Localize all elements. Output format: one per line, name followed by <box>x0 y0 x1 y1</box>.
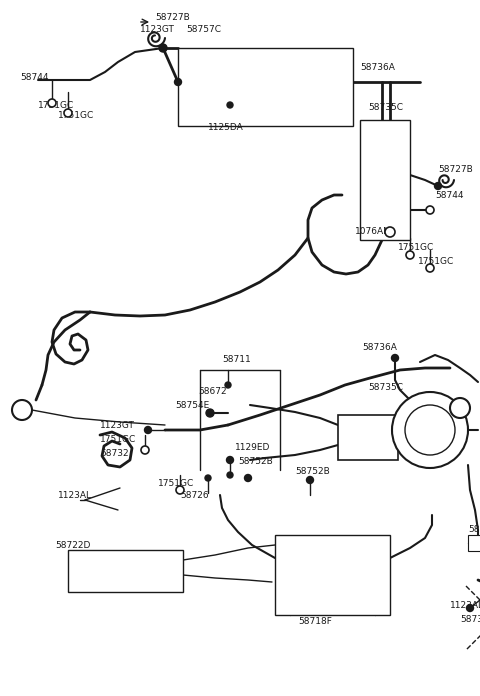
Text: 1751GC: 1751GC <box>38 102 74 111</box>
Text: 58757C: 58757C <box>186 26 221 35</box>
Text: 1751GC: 1751GC <box>398 244 434 253</box>
Circle shape <box>426 264 434 272</box>
Text: 1129ED: 1129ED <box>235 443 270 452</box>
Text: 1751GC: 1751GC <box>58 111 94 120</box>
Text: 1123GT: 1123GT <box>140 26 175 35</box>
Text: 58718F: 58718F <box>298 617 332 626</box>
Text: 58736A: 58736A <box>360 63 395 72</box>
Circle shape <box>392 354 398 361</box>
Text: 58736A: 58736A <box>362 344 397 352</box>
Text: 58727B: 58727B <box>438 166 473 175</box>
Circle shape <box>48 99 56 107</box>
Text: A: A <box>18 405 26 415</box>
Bar <box>468 535 480 551</box>
Text: 1123AL: 1123AL <box>58 491 92 500</box>
Text: 58735C: 58735C <box>368 104 403 113</box>
Text: A: A <box>456 403 464 413</box>
Text: 58754E: 58754E <box>175 402 209 411</box>
Text: 58732: 58732 <box>100 448 129 457</box>
Text: 58727B: 58727B <box>155 13 190 22</box>
Text: 1123AL: 1123AL <box>450 601 480 610</box>
Circle shape <box>205 475 211 481</box>
Circle shape <box>385 227 395 237</box>
Text: 58672: 58672 <box>468 525 480 535</box>
Circle shape <box>64 109 72 117</box>
Text: 58726: 58726 <box>180 491 209 500</box>
Text: 58735C: 58735C <box>368 383 403 393</box>
Circle shape <box>206 409 214 417</box>
Text: 1076AM: 1076AM <box>355 228 392 237</box>
Circle shape <box>392 392 468 468</box>
Text: 1751GC: 1751GC <box>158 480 194 489</box>
Circle shape <box>12 400 32 420</box>
Circle shape <box>175 79 181 86</box>
Circle shape <box>406 251 414 259</box>
Text: 1123GT: 1123GT <box>100 422 135 431</box>
Circle shape <box>405 405 455 455</box>
Bar <box>275 535 390 615</box>
Text: 58672: 58672 <box>198 388 227 397</box>
Circle shape <box>225 382 231 388</box>
Text: 1125DA: 1125DA <box>208 123 244 132</box>
Circle shape <box>227 472 233 478</box>
Circle shape <box>141 446 149 454</box>
Text: 58752B: 58752B <box>238 457 273 466</box>
Circle shape <box>426 206 434 214</box>
Text: 1751GC: 1751GC <box>100 436 136 445</box>
Bar <box>68 550 183 592</box>
Circle shape <box>434 182 442 189</box>
Text: 58731A: 58731A <box>460 615 480 624</box>
Text: 58752B: 58752B <box>295 468 330 477</box>
Circle shape <box>144 427 152 434</box>
Text: 58722D: 58722D <box>55 541 90 550</box>
Circle shape <box>159 44 167 52</box>
Circle shape <box>450 398 470 418</box>
Circle shape <box>227 102 233 108</box>
Bar <box>338 415 398 460</box>
Text: 58744: 58744 <box>435 191 464 200</box>
Text: 58711: 58711 <box>222 356 251 365</box>
Circle shape <box>176 486 184 494</box>
Circle shape <box>227 457 233 464</box>
Bar <box>178 48 353 126</box>
Circle shape <box>307 477 313 484</box>
Circle shape <box>467 605 473 612</box>
Bar <box>360 120 410 240</box>
Text: 58744: 58744 <box>20 74 48 83</box>
Circle shape <box>244 475 252 482</box>
Text: 1751GC: 1751GC <box>418 258 454 267</box>
